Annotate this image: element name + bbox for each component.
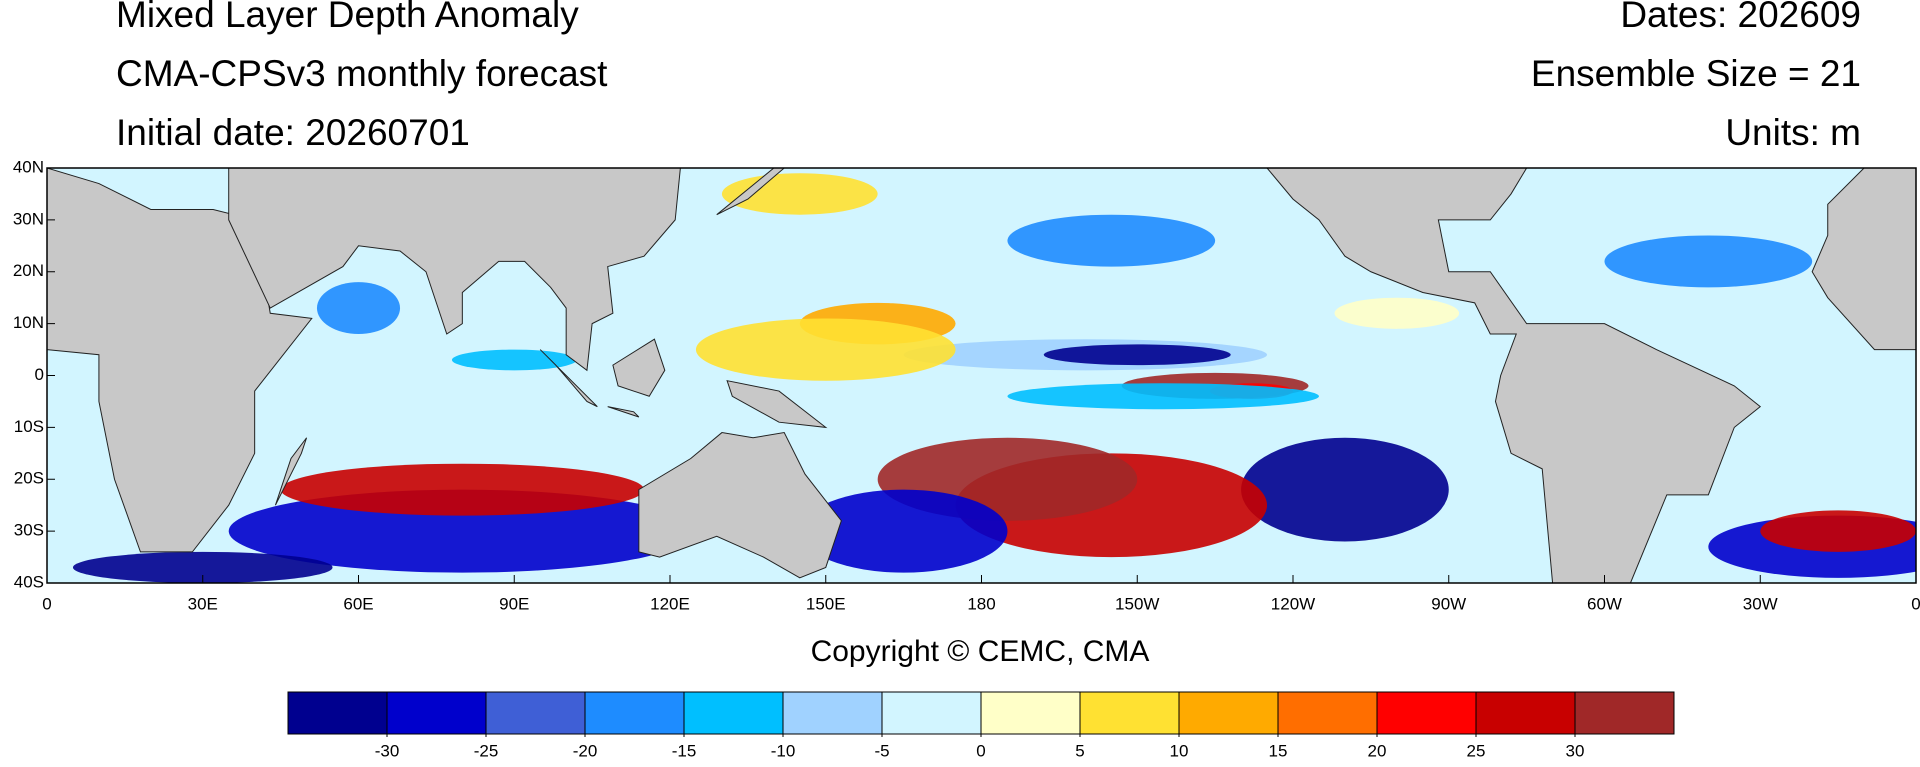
lat-tick-label: 0 <box>35 365 44 384</box>
land <box>612 338 666 397</box>
anomaly-patch <box>1604 235 1813 288</box>
anomaly-patch <box>316 282 401 334</box>
lon-tick-label: 150E <box>806 594 846 613</box>
lon-tick-label: 90E <box>499 594 529 613</box>
colorbar-box <box>1574 691 1675 735</box>
anomaly-patch <box>1007 383 1319 410</box>
anomaly-patch <box>799 489 1008 573</box>
colorbar-label: -5 <box>874 741 889 760</box>
anomaly-patch <box>72 551 333 583</box>
map-field <box>47 168 1916 583</box>
lon-tick-label: 60E <box>343 594 373 613</box>
colorbar-box <box>287 691 388 735</box>
lat-tick-label: 20N <box>13 261 44 280</box>
land <box>274 437 308 506</box>
colorbar-box <box>386 691 487 735</box>
lat-tick-label: 30S <box>14 521 44 540</box>
colorbar-label: -10 <box>771 741 796 760</box>
subtitle: CMA-CPSv3 monthly forecast <box>116 53 608 94</box>
lon-tick-label: 120E <box>650 594 690 613</box>
colorbar-label: -15 <box>672 741 697 760</box>
lat-tick-label: 40S <box>14 572 44 591</box>
dates: Dates: 202609 <box>1620 0 1861 35</box>
anomaly-patch <box>1241 437 1449 542</box>
land <box>607 406 640 418</box>
lat-tick-label: 20S <box>14 469 44 488</box>
lon-tick-label: 180 <box>967 594 995 613</box>
colorbar-label: -25 <box>474 741 499 760</box>
colorbar-label: 5 <box>1075 741 1084 760</box>
colorbar-label: 25 <box>1467 741 1486 760</box>
land <box>1266 168 1762 583</box>
lon-tick-label: 30W <box>1743 594 1778 613</box>
colorbar-label: 30 <box>1566 741 1585 760</box>
land <box>228 168 681 372</box>
anomaly-patch <box>695 318 956 381</box>
colorbar-label: 0 <box>976 741 985 760</box>
lat-tick-label: 30N <box>13 209 44 228</box>
colorbar-box <box>1178 691 1279 735</box>
lon-tick-label: 90W <box>1431 594 1466 613</box>
colorbar-box <box>782 691 883 735</box>
lon-tick-label: 60W <box>1587 594 1622 613</box>
colorbar-label: 20 <box>1368 741 1387 760</box>
colorbar-box <box>485 691 586 735</box>
anomaly-patch <box>1043 344 1231 366</box>
initial-date: Initial date: 20260701 <box>116 112 470 153</box>
colorbar-box <box>1277 691 1378 735</box>
colorbar-box <box>584 691 685 735</box>
lon-tick-label: 0 <box>42 594 51 613</box>
land <box>726 380 828 429</box>
lon-tick-label: 120W <box>1271 594 1315 613</box>
lon-tick-label: 150W <box>1115 594 1159 613</box>
anomaly-patch <box>1007 214 1216 267</box>
anomaly-patch <box>1334 297 1460 329</box>
lat-tick-label: 40N <box>13 157 44 176</box>
land <box>638 432 842 579</box>
colorbar-box <box>1475 691 1576 735</box>
colorbar-box <box>1376 691 1477 735</box>
colorbar-label: -30 <box>375 741 400 760</box>
units: Units: m <box>1725 112 1861 153</box>
land <box>1811 168 1916 351</box>
lat-tick-label: 10S <box>14 417 44 436</box>
lon-tick-label: 30E <box>188 594 218 613</box>
colorbar-label: 15 <box>1269 741 1288 760</box>
anomaly-patch <box>280 463 645 516</box>
ensemble: Ensemble Size = 21 <box>1531 53 1861 94</box>
land <box>539 349 598 408</box>
colorbar-box <box>980 691 1081 735</box>
colorbar-label: 10 <box>1170 741 1189 760</box>
colorbar-box <box>1079 691 1180 735</box>
colorbar-label: -20 <box>573 741 598 760</box>
anomaly-patch <box>1760 510 1916 552</box>
land <box>716 168 785 216</box>
anomaly-patch <box>228 489 696 573</box>
colorbar-box <box>683 691 784 735</box>
lat-tick-label: 10N <box>13 313 44 332</box>
land <box>47 168 313 553</box>
colorbar-box <box>881 691 982 735</box>
lon-tick-label: 0 <box>1911 594 1920 613</box>
copyright: Copyright © CEMC, CMA <box>811 635 1150 668</box>
title: Mixed Layer Depth Anomaly <box>116 0 579 35</box>
